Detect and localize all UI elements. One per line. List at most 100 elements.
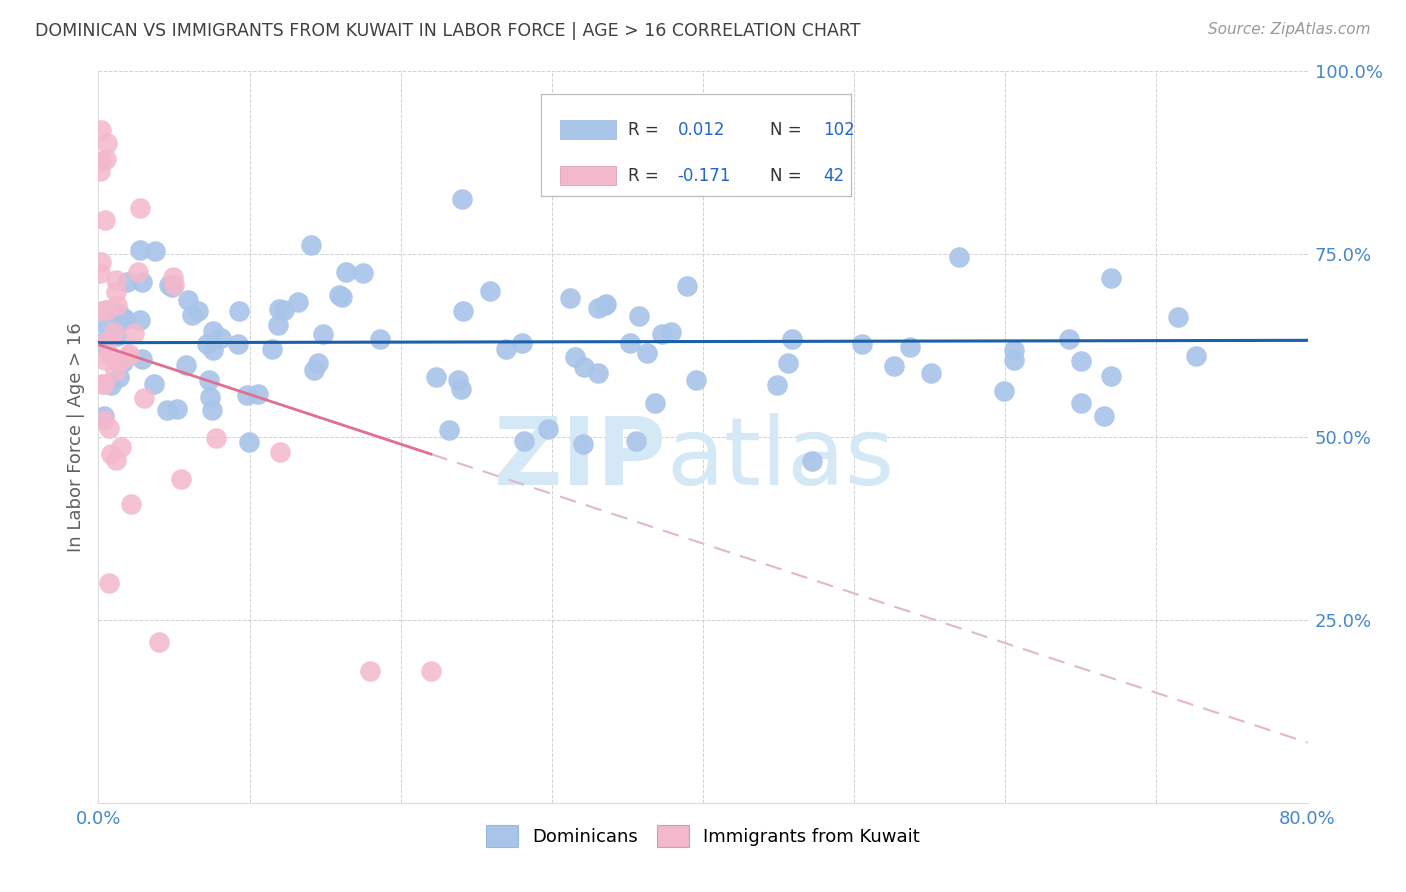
Point (360, 664, 382, 678)
Text: 42: 42 (823, 167, 844, 185)
Point (105, 452, 128, 467)
Point (104, 285, 127, 299)
Point (766, 378, 789, 392)
Text: N =: N = (770, 167, 807, 185)
Point (479, 284, 502, 298)
Point (187, 304, 209, 318)
Point (166, 401, 188, 416)
Point (685, 373, 707, 387)
Point (636, 346, 658, 360)
Point (195, 337, 218, 351)
Point (120, 497, 142, 511)
Point (110, 313, 132, 327)
Point (98, 348, 121, 362)
Point (1070, 395, 1092, 409)
Point (1099, 271, 1122, 285)
Point (131, 275, 153, 289)
Point (103, 326, 125, 340)
Point (90, 154, 112, 169)
Legend: Dominicans, Immigrants from Kuwait: Dominicans, Immigrants from Kuwait (477, 816, 929, 856)
Point (177, 293, 200, 308)
Bar (560, 120, 616, 139)
Point (148, 635, 170, 649)
Text: 102: 102 (823, 120, 855, 138)
Point (780, 332, 803, 346)
Point (352, 266, 374, 280)
Point (800, 453, 823, 467)
Y-axis label: In Labor Force | Age > 16: In Labor Force | Age > 16 (66, 322, 84, 552)
Point (100, 378, 122, 392)
Point (96, 318, 118, 333)
Text: -0.171: -0.171 (678, 167, 731, 185)
Point (104, 364, 127, 378)
Point (269, 302, 291, 317)
Point (96, 303, 118, 318)
Point (1184, 349, 1206, 363)
Point (93, 377, 115, 392)
Point (1002, 343, 1025, 358)
Text: ZIP: ZIP (494, 413, 666, 505)
Point (368, 332, 391, 346)
Point (202, 343, 225, 358)
Point (98, 576, 121, 591)
Point (93, 409, 115, 423)
Text: R =: R = (628, 167, 664, 185)
Point (948, 250, 970, 264)
Point (127, 265, 149, 279)
Point (236, 387, 259, 401)
Point (91, 376, 114, 391)
Point (260, 343, 283, 357)
Point (108, 370, 131, 384)
Point (273, 302, 295, 317)
Point (114, 312, 136, 326)
Point (200, 403, 222, 417)
Point (94, 303, 117, 318)
Point (676, 278, 699, 293)
Point (162, 269, 184, 284)
Point (644, 395, 666, 409)
Point (94, 152, 117, 166)
Point (328, 288, 350, 302)
Point (89, 266, 111, 280)
Point (619, 336, 641, 351)
Point (659, 325, 682, 339)
Point (157, 278, 180, 293)
Point (495, 343, 517, 357)
Text: R =: R = (628, 120, 664, 138)
Text: atlas: atlas (666, 413, 896, 505)
Point (595, 297, 617, 311)
Bar (560, 167, 616, 185)
Point (513, 434, 536, 448)
Point (304, 362, 326, 376)
Point (425, 369, 447, 384)
Point (105, 298, 128, 312)
Point (299, 238, 322, 252)
Point (537, 422, 560, 436)
Point (163, 278, 186, 293)
Point (228, 304, 250, 318)
Point (560, 291, 582, 305)
Point (1059, 332, 1081, 346)
Point (118, 348, 141, 362)
Point (287, 295, 309, 310)
Text: 0.012: 0.012 (678, 120, 725, 138)
Point (170, 472, 193, 486)
Point (450, 382, 472, 396)
Point (131, 352, 153, 367)
Point (1070, 354, 1092, 368)
Point (447, 373, 470, 387)
Point (595, 298, 617, 312)
Point (156, 402, 179, 417)
Point (100, 446, 122, 460)
Point (128, 201, 150, 215)
Point (129, 244, 152, 258)
Point (564, 350, 586, 364)
Point (1092, 409, 1115, 423)
Point (118, 347, 141, 361)
Point (335, 265, 357, 279)
Point (142, 376, 165, 391)
Point (117, 275, 139, 289)
Point (602, 178, 624, 193)
Point (181, 309, 204, 323)
Point (311, 327, 333, 342)
